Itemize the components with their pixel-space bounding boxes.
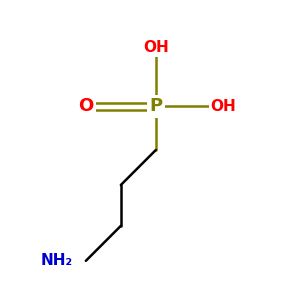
Text: O: O	[78, 97, 94, 115]
Text: OH: OH	[210, 99, 236, 114]
Text: P: P	[149, 97, 162, 115]
Text: NH₂: NH₂	[40, 253, 73, 268]
Text: OH: OH	[143, 40, 169, 56]
